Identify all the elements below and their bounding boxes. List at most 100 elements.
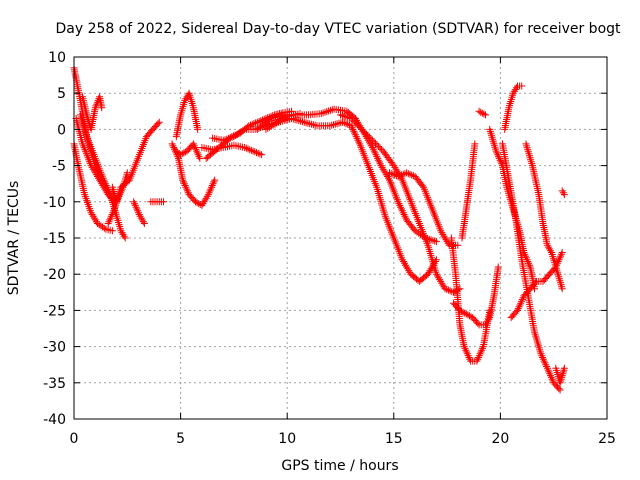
data-point: [531, 279, 539, 287]
data-point: [190, 142, 198, 150]
data-point: [90, 214, 98, 222]
data-point: [369, 145, 377, 153]
data-point: [557, 377, 565, 385]
data-point: [492, 147, 500, 155]
data-point: [544, 243, 552, 251]
data-point: [450, 288, 457, 296]
data-point: [321, 108, 329, 116]
chart-title: Day 258 of 2022, Sidereal Day-to-day VTE…: [55, 21, 621, 37]
data-point: [462, 346, 470, 354]
data-point: [250, 120, 258, 128]
y-tick-label: -20: [43, 267, 66, 283]
data-point: [373, 153, 381, 161]
data-point: [440, 232, 448, 240]
data-point: [556, 386, 564, 394]
data-point: [441, 285, 449, 293]
data-point: [403, 169, 411, 177]
data-point: [560, 364, 568, 372]
data-point: [441, 234, 449, 242]
data-point: [404, 170, 412, 178]
data-point: [555, 256, 563, 264]
data-point: [109, 209, 117, 217]
data-point: [140, 220, 148, 227]
data-point: [394, 173, 402, 180]
data-point: [340, 119, 348, 127]
data-point: [413, 228, 421, 236]
data-point: [337, 111, 344, 119]
data-point: [138, 216, 146, 224]
data-point: [466, 312, 473, 320]
data-point: [117, 187, 125, 195]
data-point: [91, 216, 99, 224]
data-point: [474, 355, 482, 363]
data-point: [177, 151, 185, 159]
data-point: [195, 153, 203, 161]
data-point: [87, 209, 95, 217]
y-tick-label: -15: [43, 231, 66, 247]
data-point: [351, 131, 359, 139]
data-point: [258, 151, 266, 159]
x-tick-label: 0: [70, 431, 79, 447]
data-point: [223, 135, 231, 143]
data-point: [183, 185, 191, 193]
data-point: [102, 183, 110, 191]
series-arc-30: [558, 187, 568, 199]
series-arc-29: [552, 364, 568, 387]
data-point: [193, 199, 201, 207]
data-point: [323, 108, 331, 116]
data-point: [182, 183, 190, 191]
data-point: [254, 149, 262, 157]
data-point: [518, 82, 526, 90]
y-tick-label: -10: [43, 195, 66, 211]
data-point: [396, 172, 404, 180]
data-point: [367, 135, 375, 143]
series-arc-4: [76, 111, 110, 191]
series-arc-21: [450, 263, 502, 329]
data-point: [204, 191, 212, 199]
data-point: [113, 196, 121, 204]
data-point: [466, 355, 474, 363]
data-point: [237, 128, 245, 136]
data-point: [525, 261, 533, 269]
data-point: [404, 265, 412, 273]
data-point: [355, 122, 363, 130]
series-arc-12: [172, 140, 204, 162]
data-point: [429, 236, 437, 244]
data-point: [385, 174, 392, 182]
y-tick-label: -5: [52, 159, 66, 175]
data-point: [509, 89, 517, 97]
series-arc-2: [70, 140, 116, 235]
data-point: [209, 180, 217, 188]
data-point: [443, 238, 451, 246]
series-arc-24: [486, 125, 538, 293]
data-point: [317, 110, 325, 117]
data-point: [256, 150, 264, 158]
data-point: [374, 156, 382, 164]
data-point: [369, 144, 376, 151]
data-point: [369, 136, 376, 144]
data-point: [97, 174, 105, 182]
data-point: [328, 121, 336, 129]
y-tick-label: 5: [57, 86, 66, 102]
data-point: [436, 276, 444, 284]
data-point: [396, 201, 404, 209]
data-point: [494, 263, 502, 271]
data-point: [473, 357, 481, 365]
data-point: [239, 127, 247, 135]
data-point: [246, 146, 254, 154]
data-point: [211, 176, 219, 184]
data-point: [181, 182, 189, 189]
x-tick-label: 25: [598, 431, 616, 447]
data-point: [219, 136, 227, 144]
data-point: [406, 170, 414, 178]
data-point: [353, 121, 361, 129]
data-point: [370, 147, 378, 155]
data-point: [98, 104, 106, 112]
data-point: [275, 118, 283, 126]
data-point: [383, 173, 391, 180]
data-point: [108, 211, 116, 218]
data-point: [257, 117, 265, 125]
data-point: [371, 149, 379, 157]
x-tick-label: 20: [491, 431, 509, 447]
y-tick-label: -30: [43, 340, 66, 356]
